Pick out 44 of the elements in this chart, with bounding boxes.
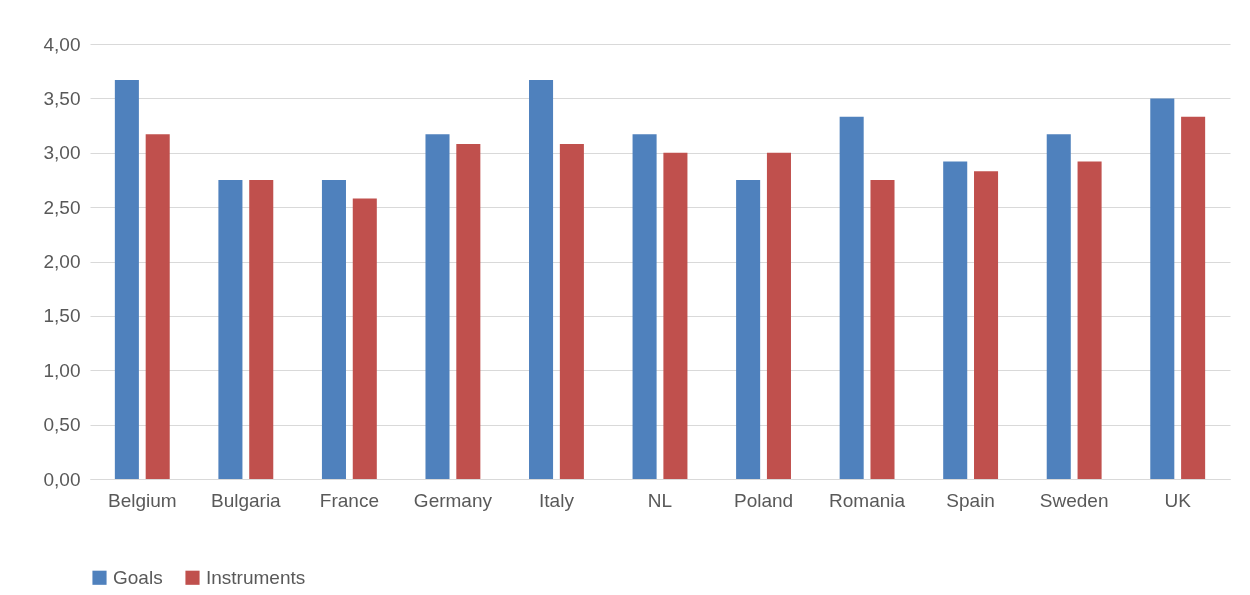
y-tick-label: 0,00 [43,468,81,490]
y-tick-label: 1,00 [43,359,81,381]
y-tick-label: 0,50 [43,414,81,436]
x-tick-label: Sweden [1039,489,1109,511]
y-tick-label: 3,00 [43,142,81,164]
x-tick-label: Spain [946,489,995,511]
bar [870,179,895,479]
y-tick-label: 2,50 [43,196,81,218]
bar [839,116,864,479]
bar [943,161,968,479]
x-tick-label: Bulgaria [210,489,282,511]
bar [145,134,170,479]
y-tick-label: 1,50 [43,305,81,327]
x-tick-label: Belgium [107,489,177,511]
y-tick-label: 3,50 [43,87,81,109]
bar [1046,134,1071,479]
bar [559,144,584,479]
bar [352,198,377,479]
bar [974,171,999,479]
x-tick-label: UK [1164,489,1192,511]
x-tick-label: Romania [829,489,906,511]
y-tick-label: 2,00 [43,251,81,272]
bar [632,134,657,479]
x-tick-label: NL [647,489,673,511]
legend-label: Instruments [206,566,306,588]
x-tick-label: France [319,489,379,511]
x-tick-label: Poland [733,489,794,511]
bar [114,79,139,479]
bar [529,79,554,479]
bar [425,134,450,479]
x-tick-label: Germany [413,489,493,511]
legend-label: Goals [113,566,163,588]
bar [249,179,274,479]
bar [1150,98,1175,479]
y-tick-label: 4,00 [43,33,81,55]
bar [1181,116,1206,479]
bar [663,152,688,479]
bar [321,179,346,479]
bar [1077,161,1102,479]
bar [218,179,243,479]
bar [456,144,481,479]
bar [766,152,791,479]
bar [736,179,761,479]
x-tick-label: Italy [539,489,575,511]
